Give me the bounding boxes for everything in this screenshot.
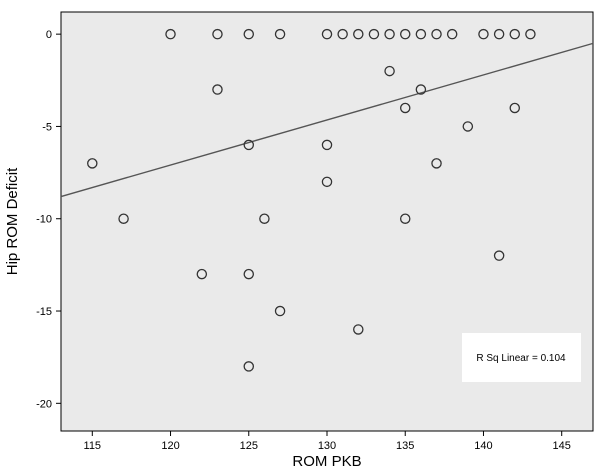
data-point	[399, 213, 411, 224]
y-axis-title: Hip ROM Deficit	[4, 167, 21, 275]
y-tick-label: -20	[36, 398, 52, 410]
data-point	[165, 28, 176, 40]
y-tick-label: -15	[36, 306, 52, 318]
data-point	[384, 65, 395, 77]
regression-line	[60, 42, 594, 198]
data-point	[259, 213, 270, 224]
x-axis-ticks: 115 120 125 130 135 140 145	[84, 431, 571, 452]
data-point	[243, 28, 255, 40]
data-point	[337, 28, 348, 40]
data-point	[87, 158, 98, 169]
y-axis-ticks: 0 -5 -10 -15 -20	[36, 29, 61, 410]
data-point	[431, 158, 442, 169]
x-tick-label: 120	[161, 440, 179, 452]
data-points	[87, 28, 536, 372]
data-point	[321, 139, 333, 151]
data-point	[399, 28, 411, 40]
data-point	[446, 28, 458, 40]
annotation-text: R Sq Linear = 0.104	[476, 353, 566, 364]
data-point	[431, 28, 442, 40]
data-point	[118, 213, 129, 224]
data-point	[384, 28, 395, 40]
y-tick-label: -10	[36, 214, 52, 226]
x-tick-label: 130	[318, 440, 336, 452]
y-tick-label: 0	[46, 29, 52, 41]
data-point	[493, 250, 505, 261]
x-tick-label: 125	[240, 440, 258, 452]
data-point	[212, 84, 223, 95]
data-point	[462, 121, 474, 132]
data-point	[321, 28, 333, 40]
x-tick-label: 115	[84, 440, 102, 452]
data-point	[321, 176, 333, 188]
data-point	[274, 28, 286, 40]
data-point	[353, 28, 364, 40]
data-point	[196, 268, 208, 280]
data-point	[509, 102, 521, 114]
data-point	[243, 139, 255, 151]
fit-line-layer	[60, 42, 594, 198]
data-point	[399, 102, 411, 114]
data-point	[415, 84, 427, 95]
data-point	[493, 28, 505, 40]
data-point	[212, 28, 223, 40]
x-tick-label: 135	[396, 440, 414, 452]
x-tick-label: 140	[474, 440, 492, 452]
data-point	[478, 28, 489, 40]
data-point	[274, 305, 286, 317]
r-squared-annotation: R Sq Linear = 0.104	[462, 333, 581, 382]
y-tick-label: -5	[42, 121, 52, 133]
data-point	[525, 28, 536, 40]
data-point	[243, 361, 255, 372]
data-point	[509, 28, 521, 40]
data-point	[368, 28, 380, 40]
x-axis-title: ROM PKB	[292, 453, 361, 470]
data-point	[353, 324, 364, 335]
data-point	[415, 28, 427, 40]
data-point	[243, 268, 255, 280]
x-tick-label: 145	[553, 440, 571, 452]
annotation-box	[462, 333, 581, 382]
